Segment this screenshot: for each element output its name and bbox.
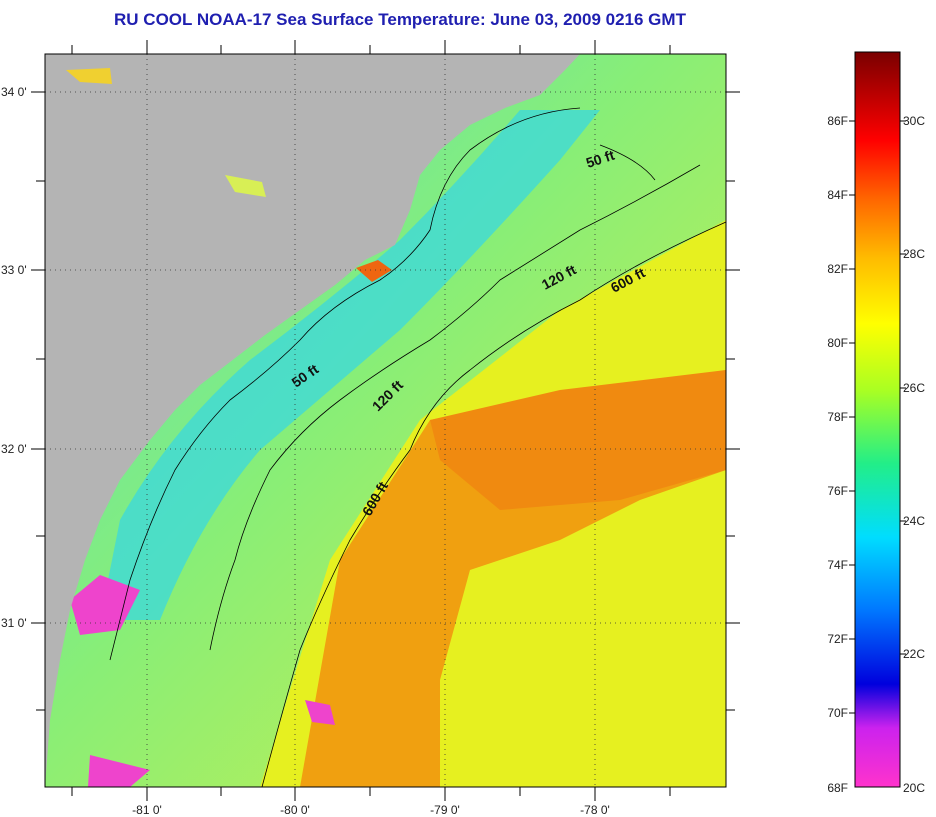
cb-f-76: 76F	[827, 484, 848, 498]
sst-image	[45, 54, 726, 787]
lon-label-81: -81 0'	[132, 803, 162, 817]
colorbar	[854, 51, 901, 788]
map-frame	[44, 53, 727, 788]
cb-f-80: 80F	[827, 336, 848, 350]
cb-f-72: 72F	[827, 632, 848, 646]
lon-label-80: -80 0'	[280, 803, 310, 817]
cb-c-30: 30C	[903, 114, 925, 128]
cb-f-82: 82F	[827, 262, 848, 276]
cb-f-86: 86F	[827, 114, 848, 128]
cb-f-74: 74F	[827, 558, 848, 572]
lon-label-79: -79 0'	[430, 803, 460, 817]
graticule	[45, 54, 726, 787]
lon-label-78: -78 0'	[580, 803, 610, 817]
cb-c-20: 20C	[903, 781, 925, 795]
cb-f-78: 78F	[827, 410, 848, 424]
cb-c-26: 26C	[903, 381, 925, 395]
map-title: RU COOL NOAA-17 Sea Surface Temperature:…	[114, 10, 686, 29]
lat-label-32: 32 0'	[1, 442, 27, 456]
lat-label-34: 34 0'	[1, 85, 27, 99]
lat-label-33: 33 0'	[1, 263, 27, 277]
lat-label-31: 31 0'	[1, 616, 27, 630]
cb-f-70: 70F	[827, 706, 848, 720]
cb-c-28: 28C	[903, 247, 925, 261]
bathymetry-contours	[109, 107, 727, 788]
cb-f-84: 84F	[827, 188, 848, 202]
cb-c-22: 22C	[903, 647, 925, 661]
cb-f-68: 68F	[827, 781, 848, 795]
colorbar-ticks	[849, 120, 906, 714]
axis-ticks	[31, 40, 740, 801]
cb-c-24: 24C	[903, 514, 925, 528]
